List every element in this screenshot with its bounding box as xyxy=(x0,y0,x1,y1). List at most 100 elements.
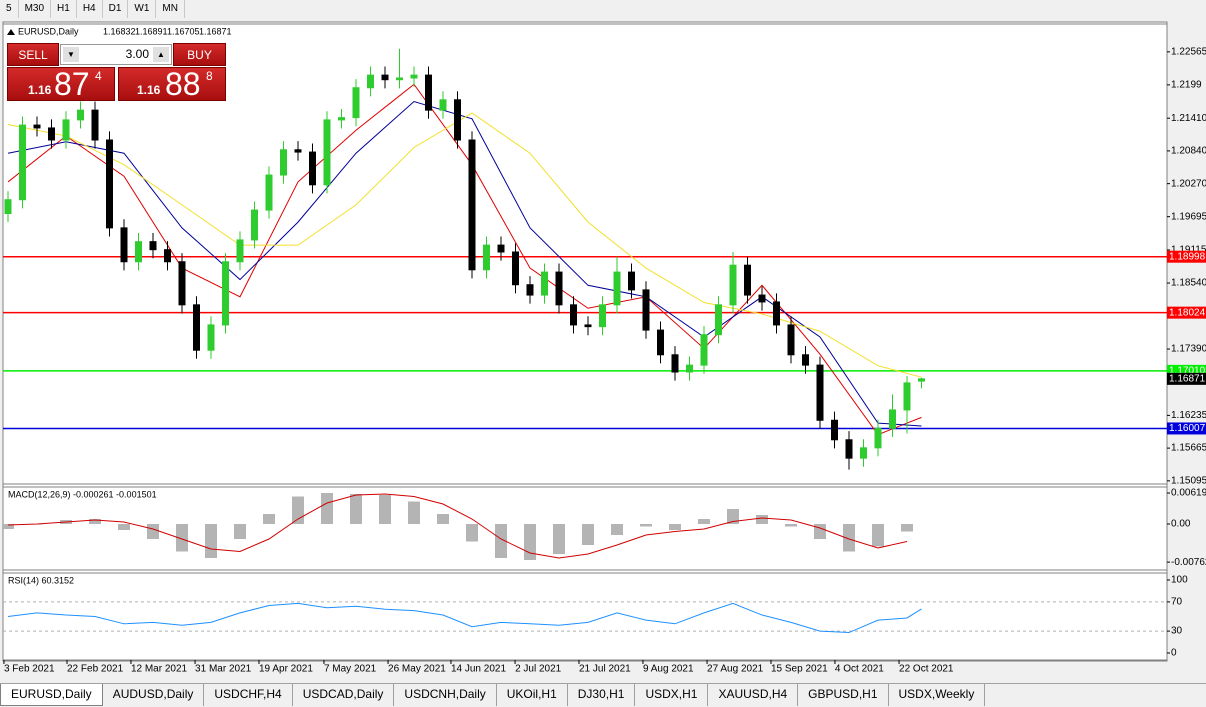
chart-tab[interactable]: USDX,H1 xyxy=(635,684,709,706)
x-tick-label: 3 Feb 2021 xyxy=(4,664,55,675)
buy-button[interactable]: BUY xyxy=(173,43,226,66)
macd-bar xyxy=(147,524,159,539)
x-tick-label: 2 Jul 2021 xyxy=(515,664,562,675)
moving-average xyxy=(7,112,922,378)
candle-body xyxy=(33,124,41,129)
x-tick-label: 12 Mar 2021 xyxy=(131,664,188,675)
candle-body xyxy=(106,139,113,229)
timeframe-button[interactable]: 5 xyxy=(0,0,19,18)
timeframe-button[interactable]: MN xyxy=(156,0,185,18)
macd-bar xyxy=(669,524,681,530)
chart-tab[interactable]: UKOil,H1 xyxy=(497,684,568,706)
macd-bar xyxy=(872,524,884,547)
macd-bar xyxy=(785,524,797,527)
header-price: 1.16871 xyxy=(199,26,232,36)
candle-body xyxy=(468,139,476,271)
sell-button[interactable]: SELL xyxy=(7,43,59,66)
candle-body xyxy=(657,329,664,356)
lots-down[interactable]: ▼ xyxy=(63,47,79,62)
macd-bar xyxy=(350,494,362,524)
chart-tab[interactable]: EURUSD,Daily xyxy=(0,684,103,706)
candle-body xyxy=(410,74,418,79)
level-label-bg xyxy=(1167,306,1206,319)
current-price-bg xyxy=(1167,372,1206,385)
timeframe-button[interactable]: D1 xyxy=(103,0,129,18)
candle-body xyxy=(671,354,679,373)
y-tick-label: 1.17390 xyxy=(1171,344,1206,355)
timeframe-toolbar: 5 M30 H1 H4 D1 W1 MN xyxy=(0,0,185,18)
timeframe-button[interactable]: H4 xyxy=(77,0,103,18)
y-tick-label: 1.2199 xyxy=(1171,80,1202,91)
candle-body xyxy=(4,199,12,215)
y-tick-label: 1.15665 xyxy=(1171,443,1206,454)
indicator-title: MACD(12,26,9) -0.000261 -0.001501 xyxy=(8,489,157,499)
y-tick-label: 1.15095 xyxy=(1171,475,1206,486)
lots-field[interactable]: ▼ 3.00 ▲ xyxy=(60,44,172,65)
candle-body xyxy=(338,117,345,121)
candle-body xyxy=(584,324,592,328)
candle-body xyxy=(889,409,896,429)
macd-bar xyxy=(205,524,217,558)
level-label-bg xyxy=(1167,422,1206,435)
timeframe-button[interactable]: M30 xyxy=(19,0,52,18)
candle-body xyxy=(773,301,780,326)
chart-tab[interactable]: AUDUSD,Daily xyxy=(103,684,205,706)
candle-body xyxy=(845,439,853,459)
candle-body xyxy=(135,241,142,263)
macd-bar xyxy=(321,493,333,524)
candle-body xyxy=(164,249,171,263)
macd-bar xyxy=(698,519,710,524)
candle-body xyxy=(222,261,229,326)
y-tick-label: 1.21410 xyxy=(1171,113,1206,124)
timeframe-button[interactable]: H1 xyxy=(51,0,77,18)
candle-body xyxy=(744,264,751,296)
macd-bar xyxy=(727,509,739,524)
candle-body xyxy=(918,378,925,382)
timeframe-button[interactable]: W1 xyxy=(128,0,157,18)
level-label: 1.16007 xyxy=(1169,423,1206,434)
chart-tab[interactable]: USDCAD,Daily xyxy=(293,684,395,706)
x-tick-label: 22 Oct 2021 xyxy=(899,664,954,675)
chart-tab[interactable]: USDX,Weekly xyxy=(889,684,986,706)
y-tick-label: 1.18540 xyxy=(1171,278,1206,289)
macd-bar xyxy=(437,514,449,524)
macd-bar xyxy=(814,524,826,539)
candle-body xyxy=(251,209,258,241)
chart-tab[interactable]: GBPUSD,H1 xyxy=(798,684,889,706)
candle-body xyxy=(613,271,621,306)
panel-frame xyxy=(2,572,1168,661)
candle-body xyxy=(425,74,432,111)
candle-body xyxy=(193,304,200,351)
candle-body xyxy=(280,149,287,176)
chart-tab[interactable]: DJ30,H1 xyxy=(568,684,636,706)
y-tick-label: 1.19695 xyxy=(1171,211,1206,222)
candle-body xyxy=(686,364,693,373)
macd-bar xyxy=(118,524,130,530)
candle-body xyxy=(48,127,55,141)
candle-body xyxy=(497,244,505,253)
candle-body xyxy=(729,264,737,306)
candle-body xyxy=(787,324,795,356)
chart-tab[interactable]: USDCHF,H4 xyxy=(204,684,293,706)
chart-tab[interactable]: USDCNH,Daily xyxy=(394,684,497,706)
lots-value[interactable]: 3.00 xyxy=(125,47,149,61)
macd-bar xyxy=(466,524,478,542)
lots-up[interactable]: ▲ xyxy=(153,47,169,62)
candle-body xyxy=(236,239,244,263)
chart-tab[interactable]: XAUUSD,H4 xyxy=(708,684,799,706)
candle-body xyxy=(483,244,490,271)
y-tick-label: 1.16235 xyxy=(1171,410,1206,421)
sell-price[interactable]: 1.16 87 4 xyxy=(7,66,115,102)
candle-body xyxy=(178,261,186,306)
chart-tabs: EURUSD,Daily AUDUSD,Daily USDCHF,H4 USDCAD,… xyxy=(0,683,1206,706)
buy-price[interactable]: 1.16 88 8 xyxy=(118,66,226,102)
candle-body xyxy=(802,354,809,366)
level-label: 1.18024 xyxy=(1169,307,1206,318)
x-tick-label: 15 Sep 2021 xyxy=(771,664,828,675)
one-click-trading: SELL ▼ 3.00 ▲ BUY 1.16 87 4 1.16 88 8 xyxy=(7,43,226,102)
y-tick-label: 1.20270 xyxy=(1171,178,1206,189)
